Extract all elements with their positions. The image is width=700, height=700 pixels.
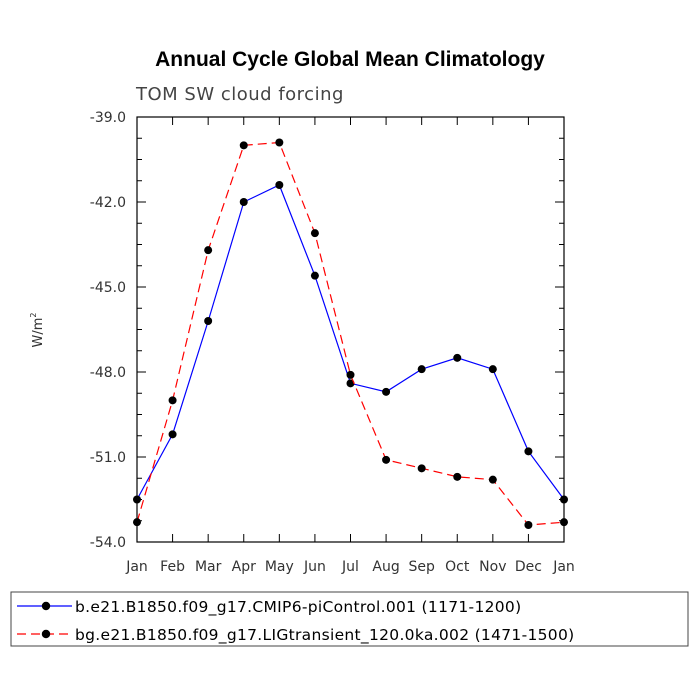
- series-2-point: [204, 246, 213, 255]
- y-tick-label: -39.0: [90, 110, 126, 126]
- series-layer: [133, 138, 568, 529]
- series-2-point: [488, 475, 497, 484]
- series-1-point: [239, 198, 248, 206]
- legend-marker-series-1: [41, 601, 51, 611]
- series-2-point: [453, 472, 462, 481]
- series-1-point: [524, 447, 533, 456]
- x-tick-label: Jan: [125, 559, 148, 575]
- x-tick-label: Apr: [232, 559, 256, 575]
- series-1-point: [346, 379, 355, 388]
- y-tick-label: -51.0: [90, 450, 126, 466]
- x-tick-label: Jan: [552, 559, 575, 575]
- plot-frame: [136, 116, 565, 543]
- x-tick-label: May: [265, 559, 294, 575]
- series-1-point: [204, 317, 213, 325]
- y-axis-label-exponent: 2: [29, 313, 38, 318]
- y-axis-label-base: W/m: [31, 318, 46, 348]
- x-tick-label: Jun: [303, 559, 326, 575]
- axes: -39.0 -42.0 -45.0 -48.0 -51.0 -54.0 Jan Feb Mar A…: [90, 110, 575, 575]
- y-axis-label: W/m2: [29, 313, 46, 348]
- series-1-point: [168, 430, 177, 439]
- y-tick-label: -48.0: [90, 365, 126, 381]
- y-tick-label: -54.0: [90, 535, 126, 551]
- legend-label-series-1: b.e21.B1850.f09_g17.CMIP6-piControl.001 …: [75, 598, 521, 617]
- series-1-point: [275, 181, 284, 189]
- x-tick-label: Dec: [515, 559, 542, 575]
- legend-box: [10, 591, 689, 647]
- x-tick-label: Aug: [372, 559, 399, 575]
- series-2-point: [239, 141, 248, 150]
- y-tick-label: -42.0: [90, 195, 126, 211]
- series-1-point: [453, 353, 462, 362]
- x-tick-label: Feb: [160, 559, 185, 575]
- series-1-point: [382, 387, 391, 396]
- chart-subtitle: TOM SW cloud forcing: [135, 84, 344, 105]
- series-1-point: [310, 271, 319, 280]
- x-tick-label: Jul: [341, 559, 359, 575]
- series-2-point: [524, 521, 533, 529]
- y-tick-label: -45.0: [90, 280, 126, 296]
- series-2-point: [275, 138, 284, 147]
- series-2-point: [382, 455, 391, 464]
- legend-marker-series-2: [41, 629, 51, 639]
- series-2-point: [417, 464, 426, 473]
- series-2-line: [136, 141, 565, 526]
- series-1-line: [136, 184, 565, 500]
- x-tick-label: Sep: [408, 559, 435, 575]
- x-tick-label: Oct: [445, 559, 470, 575]
- series-1-point: [488, 365, 497, 374]
- legend-label-series-2: bg.e21.B1850.f09_g17.LIGtransient_120.0k…: [75, 626, 574, 645]
- series-2-point: [346, 370, 355, 379]
- series-1-point: [417, 365, 426, 374]
- legend: b.e21.B1850.f09_g17.CMIP6-piControl.001 …: [10, 591, 689, 647]
- x-tick-label: Mar: [195, 559, 222, 575]
- chart-title: Annual Cycle Global Mean Climatology: [155, 48, 545, 71]
- x-tick-label: Nov: [479, 559, 506, 575]
- series-2-point: [310, 229, 319, 238]
- series-2-point: [168, 396, 177, 405]
